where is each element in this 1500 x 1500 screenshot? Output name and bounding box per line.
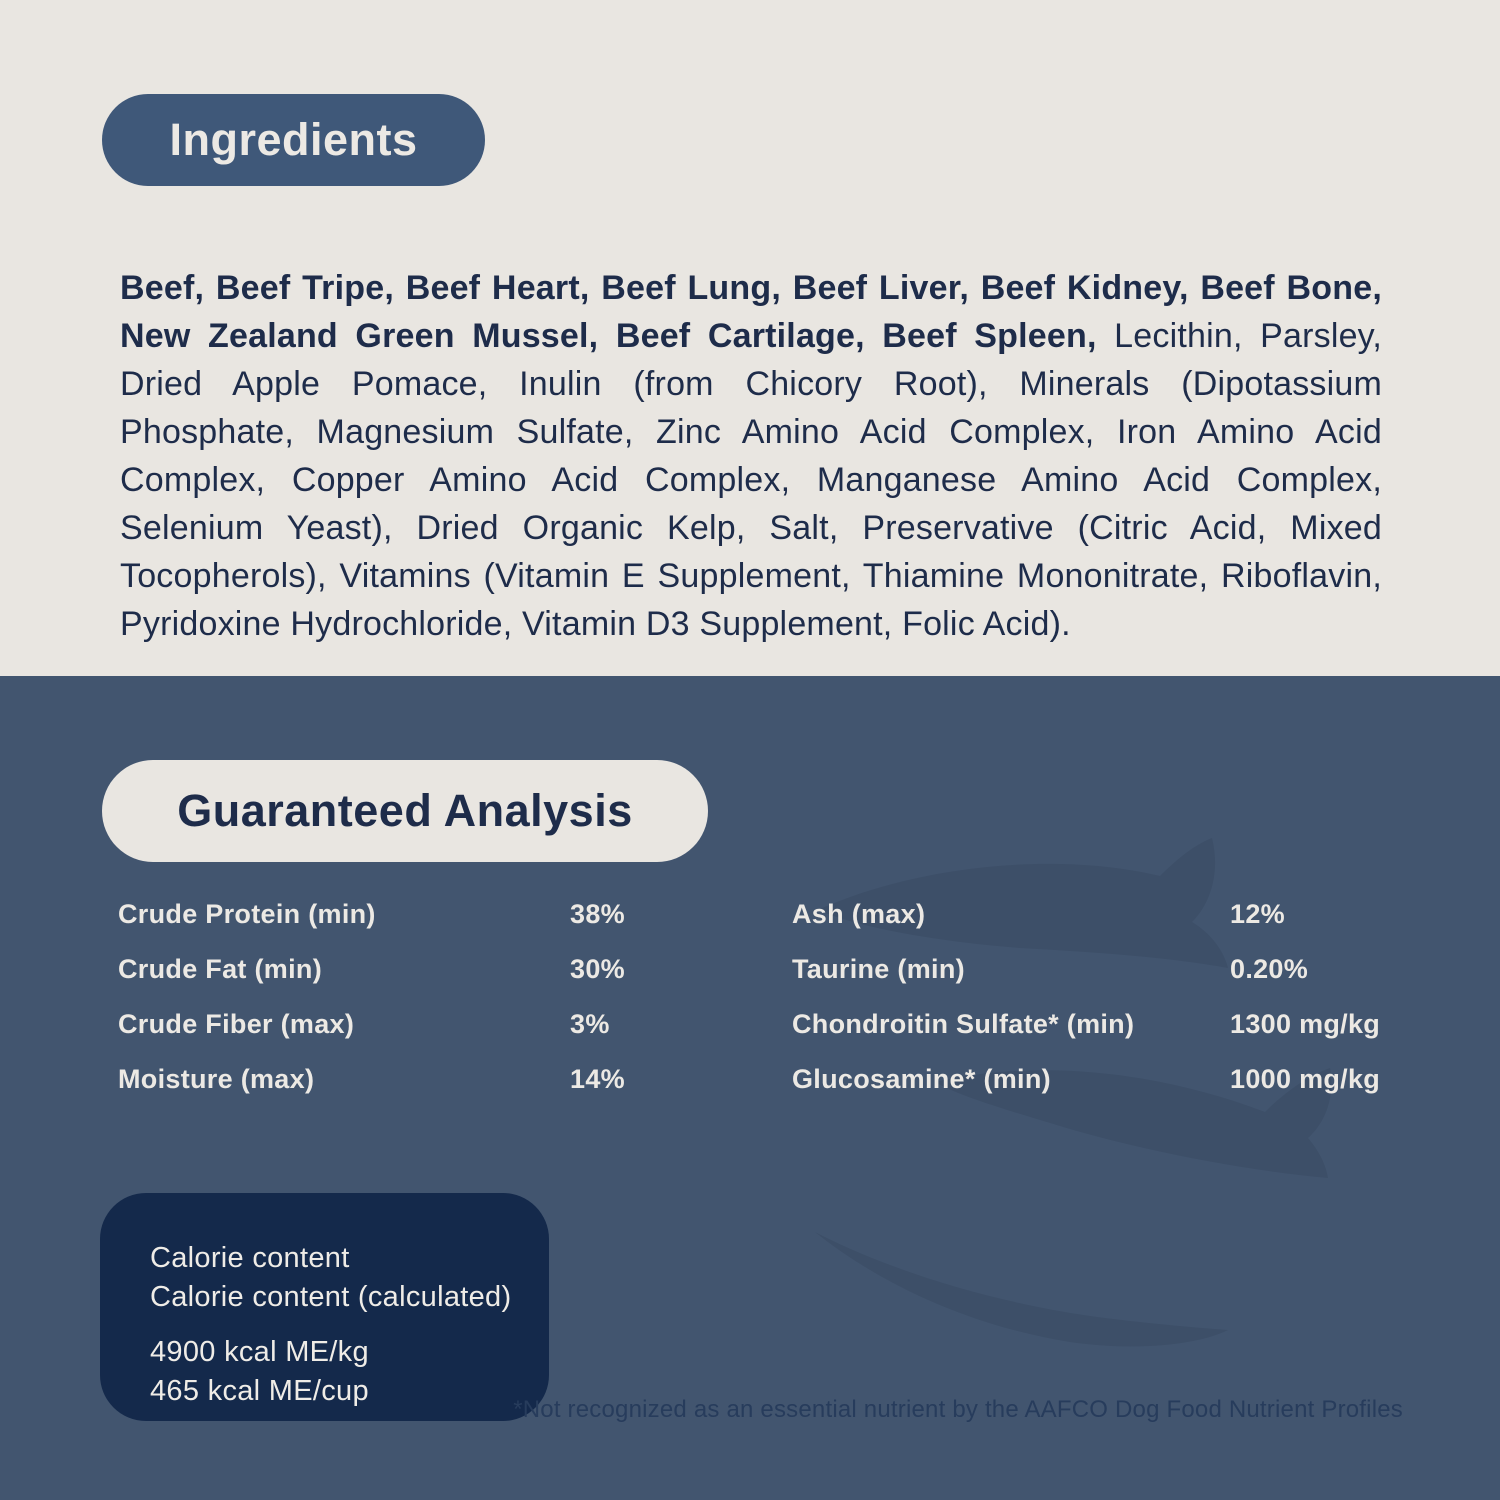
ingredients-paragraph: Beef, Beef Tripe, Beef Heart, Beef Lung,… xyxy=(120,264,1382,648)
analysis-label: Crude Protein (min) xyxy=(118,899,376,929)
guaranteed-analysis-title-pill: Guaranteed Analysis xyxy=(102,760,708,862)
calorie-value-line: 465 kcal ME/cup xyxy=(150,1375,369,1407)
analysis-value: 12% xyxy=(1230,899,1285,929)
analysis-value: 1300 mg/kg xyxy=(1230,1009,1381,1039)
ingredients-primary-list: Beef, Beef Tripe, Beef Heart, Beef Lung,… xyxy=(120,269,1382,355)
analysis-label: Chondroitin Sulfate* (min) xyxy=(792,1009,1135,1039)
analysis-value: 38% xyxy=(570,899,625,929)
analysis-label: Crude Fat (min) xyxy=(118,954,322,984)
ingredients-section: Ingredients Beef, Beef Tripe, Beef Heart… xyxy=(0,0,1500,676)
analysis-value: 0.20% xyxy=(1230,954,1309,984)
analysis-label: Glucosamine* (min) xyxy=(792,1064,1051,1094)
analysis-label: Taurine (min) xyxy=(792,954,965,984)
analysis-value: 14% xyxy=(570,1064,625,1094)
analysis-label: Ash (max) xyxy=(792,899,926,929)
calorie-headings: Calorie content Calorie content (calcula… xyxy=(150,1239,529,1317)
ingredients-title-pill: Ingredients xyxy=(102,94,485,186)
wave-watermark-icon xyxy=(815,838,1332,1347)
calorie-values: 4900 kcal ME/kg 465 kcal ME/cup xyxy=(150,1333,529,1411)
calorie-heading-line: Calorie content (calculated) xyxy=(150,1281,512,1313)
analysis-label: Moisture (max) xyxy=(118,1064,315,1094)
ingredients-secondary-list: Lecithin, Parsley, Dried Apple Pomace, I… xyxy=(120,317,1383,643)
analysis-label: Crude Fiber (max) xyxy=(118,1009,355,1039)
guaranteed-analysis-title: Guaranteed Analysis xyxy=(177,785,633,836)
analysis-value: 3% xyxy=(570,1009,610,1039)
ingredients-title: Ingredients xyxy=(169,114,418,165)
calorie-value-line: 4900 kcal ME/kg xyxy=(150,1336,369,1368)
analysis-value: 1000 mg/kg xyxy=(1230,1064,1381,1094)
analysis-value: 30% xyxy=(570,954,625,984)
aafco-footnote: *Not recognized as an essential nutrient… xyxy=(513,1396,1403,1423)
guaranteed-analysis-table: Crude Protein (min) 38% Ash (max) 12% Cr… xyxy=(118,887,1400,1107)
calorie-content-box: Calorie content Calorie content (calcula… xyxy=(100,1193,549,1421)
calorie-heading-line: Calorie content xyxy=(150,1242,350,1274)
